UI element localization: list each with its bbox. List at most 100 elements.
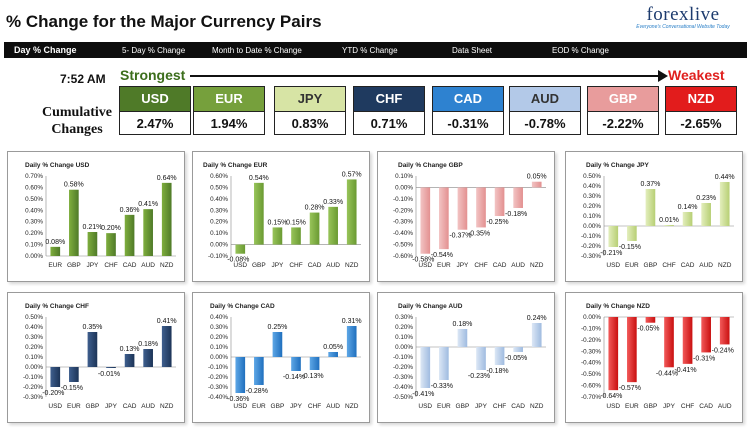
bar-gbp (457, 329, 468, 347)
data-label: -0.18% (486, 368, 508, 375)
x-tick-label: AUD (718, 403, 732, 410)
x-tick-label: NZD (718, 262, 732, 269)
x-tick-label: USD (418, 262, 432, 269)
bar-aud (719, 317, 730, 345)
bar-eur (50, 246, 61, 256)
y-tick-label: -0.10% (208, 253, 228, 260)
x-tick-label: NZD (345, 262, 359, 269)
y-tick-label: 0.30% (210, 324, 228, 331)
currency-name: USD (120, 87, 190, 111)
bar-aud (328, 352, 338, 357)
data-label: -0.37% (449, 233, 471, 240)
currency-name: NZD (666, 87, 736, 111)
x-tick-label: JPY (456, 262, 469, 269)
x-tick-label: GBP (252, 262, 266, 269)
bar-usd (608, 226, 619, 247)
bar-cad (513, 347, 523, 352)
y-tick-label: -0.10% (393, 196, 413, 203)
data-label: 0.15% (286, 219, 306, 226)
y-tick-label: -0.10% (393, 354, 413, 361)
bar-usd (420, 347, 431, 388)
data-label: -0.41% (674, 367, 696, 374)
currency-cumulative-value: 0.71% (354, 111, 424, 135)
chart-svg: -0.30%-0.20%-0.10%0.00%0.10%0.20%0.30%0.… (23, 314, 177, 410)
chart-title: Daily % Change JPY (586, 162, 649, 169)
tab-day-change[interactable]: Day % Change (14, 45, 77, 55)
chart-panel-eur: Daily % Change EUR -0.10% 0.00% 0.10% 0.20% 0… (192, 151, 370, 282)
chart-svg: -0.60% -0.50% -0.40% -0.30% -0.20% -0.10% 0.00… (393, 173, 547, 269)
currency-box-aud: AUD -0.78% (509, 86, 581, 135)
tab-eod-change[interactable]: EOD % Change (552, 45, 609, 55)
x-tick-label: EUR (48, 262, 62, 269)
data-label: -0.64% (600, 393, 622, 400)
bar-cad (682, 212, 693, 226)
bar-cad (701, 317, 711, 353)
currency-box-eur: EUR 1.94% (193, 86, 265, 135)
data-label: 0.15% (267, 219, 287, 226)
data-label: 0.05% (527, 174, 547, 181)
chart-panel-usd: Daily % Change USD 0.00% 0.10% 0.20% 0.30% 0.… (7, 151, 185, 282)
x-tick-label: CHF (662, 262, 675, 269)
data-label: 0.58% (64, 182, 84, 189)
x-tick-label: CHF (681, 403, 694, 410)
y-tick-label: 0.10% (25, 354, 43, 361)
tab-5-day-change[interactable]: 5- Day % Change (122, 45, 186, 55)
data-label: -0.28% (246, 388, 268, 395)
bar-nzd (719, 182, 730, 226)
bar-gbp (645, 189, 656, 226)
x-tick-label: NZD (160, 403, 174, 410)
y-tick-label: -0.10% (208, 364, 228, 371)
x-tick-label: JPY (475, 403, 488, 410)
y-tick-label: 0.10% (210, 230, 228, 237)
data-label: -0.41% (412, 391, 434, 398)
bar-usd (608, 317, 619, 391)
y-tick-label: -0.40% (393, 384, 413, 391)
y-tick-label: 0.00% (210, 354, 228, 361)
x-tick-label: CAD (699, 403, 713, 410)
data-label: 0.28% (305, 205, 325, 212)
tab-month-to-date-change[interactable]: Month to Date % Change (212, 45, 302, 55)
rank-line (190, 75, 663, 77)
currency-box-chf: CHF 0.71% (353, 86, 425, 135)
nav-bar: Day % Change 5- Day % Change Month to Da… (4, 42, 747, 58)
forexlive-logo[interactable]: forexlive Everyone's Conversational Webs… (627, 4, 739, 40)
y-tick-label: -0.20% (393, 364, 413, 371)
data-label: 0.25% (267, 324, 287, 331)
tab-data-sheet[interactable]: Data Sheet (452, 45, 493, 55)
data-label: -0.54% (431, 252, 453, 259)
y-tick-label: -0.20% (393, 207, 413, 214)
x-tick-label: CAD (123, 262, 137, 269)
y-tick-label: 0.20% (583, 203, 601, 210)
data-label: -0.18% (505, 211, 527, 218)
bar-gbp (87, 332, 98, 367)
currency-box-cad: CAD -0.31% (432, 86, 504, 135)
chart-panel-gbp: Daily % Change GBP -0.60% -0.50% -0.40% -0.3… (377, 151, 555, 282)
x-tick-label: CAD (511, 403, 525, 410)
y-tick-label: 0.00% (395, 344, 413, 351)
data-label: 0.08% (45, 239, 65, 246)
bar-jpy (106, 367, 116, 368)
chart-svg: -0.40% -0.30% -0.20% -0.10% 0.00% 0.10% 0.20% 0… (208, 314, 362, 410)
bar-eur (69, 367, 79, 382)
chart-panel-cad: Daily % Change CAD -0.40% -0.30% -0.20% -0.1… (192, 292, 370, 423)
data-label: 0.36% (120, 207, 140, 214)
y-tick-label: 0.30% (25, 219, 43, 226)
x-tick-label: USD (233, 262, 247, 269)
y-tick-label: -0.60% (393, 253, 413, 260)
chart-title: Daily % Change EUR (203, 162, 268, 169)
currency-cumulative-value: -2.22% (588, 111, 658, 135)
data-label: 0.23% (696, 195, 716, 202)
tab-ytd-change[interactable]: YTD % Change (342, 45, 398, 55)
data-label: -0.20% (42, 390, 64, 397)
y-tick-label: -0.70% (581, 394, 601, 401)
bar-usd (235, 244, 246, 254)
currency-cumulative-value: -2.65% (666, 111, 736, 135)
y-tick-label: -0.30% (393, 374, 413, 381)
x-tick-label: AUD (141, 262, 155, 269)
bar-gbp (645, 317, 656, 323)
y-tick-label: -0.40% (208, 394, 228, 401)
currency-name: JPY (275, 87, 345, 111)
bar-aud (701, 203, 711, 226)
y-tick-label: 0.30% (25, 334, 43, 341)
data-label: 0.18% (452, 321, 472, 328)
